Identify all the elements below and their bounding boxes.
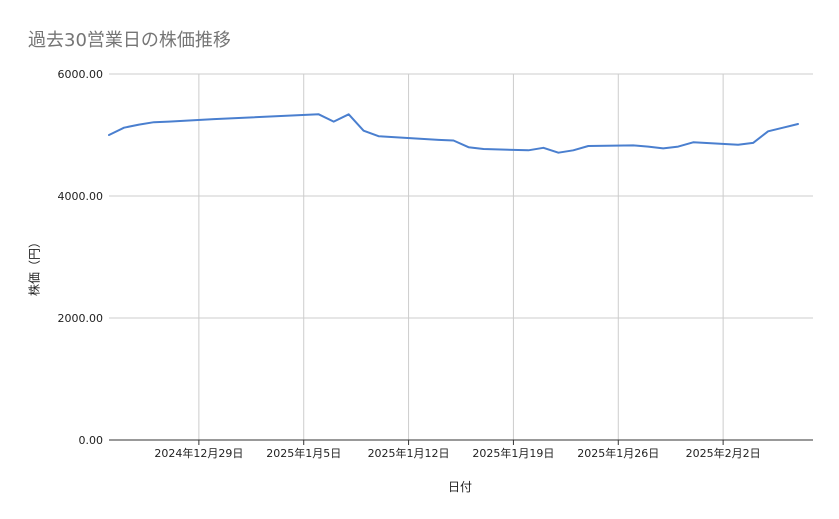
data-point (168, 121, 170, 123)
data-point (348, 113, 350, 115)
data-point (153, 121, 155, 123)
y-tick-label: 6000.00 (58, 68, 104, 81)
x-tick-label: 2025年1月12日 (368, 446, 450, 460)
data-point (752, 142, 754, 144)
data-point (647, 146, 649, 148)
data-point (692, 141, 694, 143)
x-tick-label: 2025年1月19日 (472, 446, 554, 460)
data-point (213, 118, 215, 120)
data-point (333, 121, 335, 123)
series-lines (108, 113, 799, 154)
x-tick-label: 2025年1月5日 (266, 446, 341, 460)
data-point (662, 147, 664, 149)
data-point (467, 146, 469, 148)
data-point (797, 123, 799, 125)
x-tick-label: 2025年1月26日 (577, 446, 659, 460)
data-point (542, 147, 544, 149)
x-axis-label: 日付 (447, 480, 472, 494)
data-point (453, 139, 455, 141)
data-point (677, 146, 679, 148)
data-point (438, 139, 440, 141)
data-point (782, 127, 784, 129)
data-point (527, 149, 529, 151)
data-point (767, 130, 769, 132)
data-point (318, 113, 320, 115)
data-point (482, 148, 484, 150)
y-tick-label: 4000.00 (58, 190, 104, 203)
data-point (138, 124, 140, 126)
data-point (572, 149, 574, 151)
x-tick-label: 2024年12月29日 (154, 446, 243, 460)
y-tick-label: 0.00 (79, 434, 104, 447)
data-point (378, 135, 380, 137)
data-point (108, 134, 110, 136)
series-line (108, 113, 799, 154)
y-tick-label: 2000.00 (58, 312, 104, 325)
x-tick-label: 2025年2月2日 (686, 446, 761, 460)
data-point (632, 144, 634, 146)
chart-title: 過去30営業日の株価推移 (28, 30, 231, 51)
data-point (587, 145, 589, 147)
data-point (737, 144, 739, 146)
y-axis-label: 株価（円） (27, 235, 42, 297)
data-point (363, 130, 365, 132)
tick-labels: 0.00 2000.00 4000.00 6000.00 2024年12月29日 2025… (58, 68, 761, 460)
data-point (123, 127, 125, 129)
axes (109, 439, 813, 445)
data-point (557, 152, 559, 154)
grid-lines (109, 73, 813, 440)
